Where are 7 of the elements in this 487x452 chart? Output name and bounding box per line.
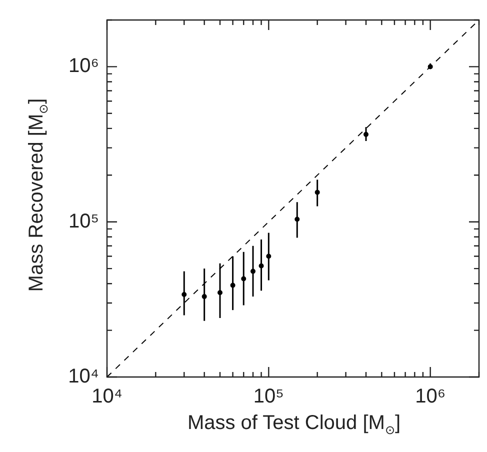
- x-tick-label: 10⁴: [92, 386, 122, 408]
- y-tick-label: 10⁴: [68, 366, 99, 388]
- y-tick-label: 10⁶: [68, 55, 99, 78]
- x-tick-label: 10⁶: [415, 386, 446, 408]
- y-tick-label: 10⁵: [68, 210, 99, 232]
- x-axis-title: Mass of Test Cloud [M$_{⊙}$]: [186, 412, 402, 437]
- x-tick-label: 10⁵: [253, 386, 284, 408]
